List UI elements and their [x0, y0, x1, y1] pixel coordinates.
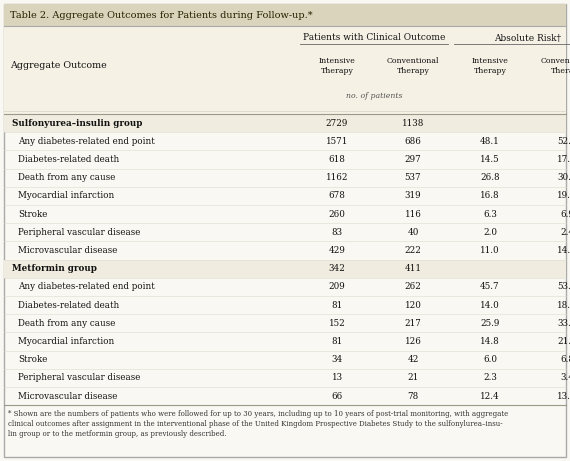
Bar: [4, 4, 566, 26]
Text: Conventional
Therapy: Conventional Therapy: [387, 57, 439, 75]
Text: 678: 678: [328, 191, 345, 201]
Text: 81: 81: [331, 301, 343, 310]
Text: 21.1: 21.1: [557, 337, 570, 346]
Text: 45.7: 45.7: [480, 283, 500, 291]
Bar: [4, 260, 566, 278]
Text: 81: 81: [331, 337, 343, 346]
Text: Intensive
Therapy: Intensive Therapy: [319, 57, 356, 75]
Text: 18.7: 18.7: [557, 301, 570, 310]
Text: 411: 411: [405, 264, 421, 273]
Text: 6.3: 6.3: [483, 210, 497, 219]
Text: 116: 116: [405, 210, 421, 219]
Text: Death from any cause: Death from any cause: [18, 173, 115, 182]
Text: 6.8: 6.8: [560, 355, 570, 364]
Text: 319: 319: [405, 191, 421, 201]
Text: 537: 537: [405, 173, 421, 182]
Text: 342: 342: [328, 264, 345, 273]
Text: Microvascular disease: Microvascular disease: [18, 246, 117, 255]
Text: Diabetes-related death: Diabetes-related death: [18, 301, 119, 310]
Text: 260: 260: [328, 210, 345, 219]
Text: 1571: 1571: [326, 137, 348, 146]
Text: Absolute Risk†: Absolute Risk†: [494, 34, 561, 42]
Text: 209: 209: [329, 283, 345, 291]
Text: 217: 217: [405, 319, 421, 328]
Text: Death from any cause: Death from any cause: [18, 319, 115, 328]
Text: Microvascular disease: Microvascular disease: [18, 391, 117, 401]
Text: Sulfonyurea–insulin group: Sulfonyurea–insulin group: [12, 118, 142, 128]
Text: 2.0: 2.0: [483, 228, 497, 237]
Text: 14.2: 14.2: [557, 246, 570, 255]
Text: * Shown are the numbers of patients who were followed for up to 30 years, includ: * Shown are the numbers of patients who …: [8, 410, 508, 438]
Text: 25.9: 25.9: [481, 319, 500, 328]
Text: Myocardial infarction: Myocardial infarction: [18, 191, 114, 201]
Text: 48.1: 48.1: [480, 137, 500, 146]
Text: 78: 78: [408, 391, 418, 401]
Text: 14.8: 14.8: [480, 337, 500, 346]
Text: 30.3: 30.3: [557, 173, 570, 182]
Text: Stroke: Stroke: [18, 210, 47, 219]
Text: Diabetes-related death: Diabetes-related death: [18, 155, 119, 164]
Text: 42: 42: [408, 355, 419, 364]
Text: 2.3: 2.3: [483, 373, 497, 383]
Text: 686: 686: [405, 137, 421, 146]
Text: 52.2: 52.2: [557, 137, 570, 146]
Text: Aggregate Outcome: Aggregate Outcome: [10, 61, 107, 71]
Text: 152: 152: [329, 319, 345, 328]
Text: 120: 120: [405, 301, 421, 310]
Text: 13: 13: [331, 373, 343, 383]
Text: 19.6: 19.6: [557, 191, 570, 201]
Bar: [4, 26, 566, 114]
Text: Intensive
Therapy: Intensive Therapy: [471, 57, 508, 75]
Text: 2.4: 2.4: [560, 228, 570, 237]
Text: Conventional
Therapy: Conventional Therapy: [541, 57, 570, 75]
Text: 16.8: 16.8: [480, 191, 500, 201]
Text: Any diabetes-related end point: Any diabetes-related end point: [18, 283, 154, 291]
Text: 618: 618: [328, 155, 345, 164]
Text: 26.8: 26.8: [480, 173, 500, 182]
Text: 53.9: 53.9: [557, 283, 570, 291]
Text: 14.5: 14.5: [480, 155, 500, 164]
Text: 34: 34: [331, 355, 343, 364]
Text: 6.9: 6.9: [560, 210, 570, 219]
Text: Patients with Clinical Outcome: Patients with Clinical Outcome: [303, 34, 445, 42]
Text: 13.4: 13.4: [557, 391, 570, 401]
Text: 66: 66: [331, 391, 343, 401]
Text: 297: 297: [405, 155, 421, 164]
Text: Peripheral vascular disease: Peripheral vascular disease: [18, 373, 140, 383]
Text: Table 2. Aggregate Outcomes for Patients during Follow-up.*: Table 2. Aggregate Outcomes for Patients…: [10, 12, 312, 20]
Text: 429: 429: [328, 246, 345, 255]
Text: 11.0: 11.0: [480, 246, 500, 255]
Text: 222: 222: [405, 246, 421, 255]
Text: 14.0: 14.0: [480, 301, 500, 310]
Text: 1162: 1162: [325, 173, 348, 182]
Text: 3.4: 3.4: [560, 373, 570, 383]
Text: Myocardial infarction: Myocardial infarction: [18, 337, 114, 346]
Text: Stroke: Stroke: [18, 355, 47, 364]
Text: 33.1: 33.1: [557, 319, 570, 328]
Text: no. of patients: no. of patients: [346, 92, 402, 100]
Text: 40: 40: [408, 228, 419, 237]
Text: 12.4: 12.4: [480, 391, 500, 401]
Text: 83: 83: [331, 228, 343, 237]
Text: 126: 126: [405, 337, 421, 346]
Text: Any diabetes-related end point: Any diabetes-related end point: [18, 137, 154, 146]
Text: 2729: 2729: [326, 118, 348, 128]
Text: 262: 262: [405, 283, 421, 291]
Text: Metformin group: Metformin group: [12, 264, 97, 273]
Bar: [4, 114, 566, 132]
Text: 1138: 1138: [402, 118, 424, 128]
Text: 6.0: 6.0: [483, 355, 497, 364]
Text: Peripheral vascular disease: Peripheral vascular disease: [18, 228, 140, 237]
Text: 21: 21: [408, 373, 418, 383]
Text: 17.0: 17.0: [557, 155, 570, 164]
